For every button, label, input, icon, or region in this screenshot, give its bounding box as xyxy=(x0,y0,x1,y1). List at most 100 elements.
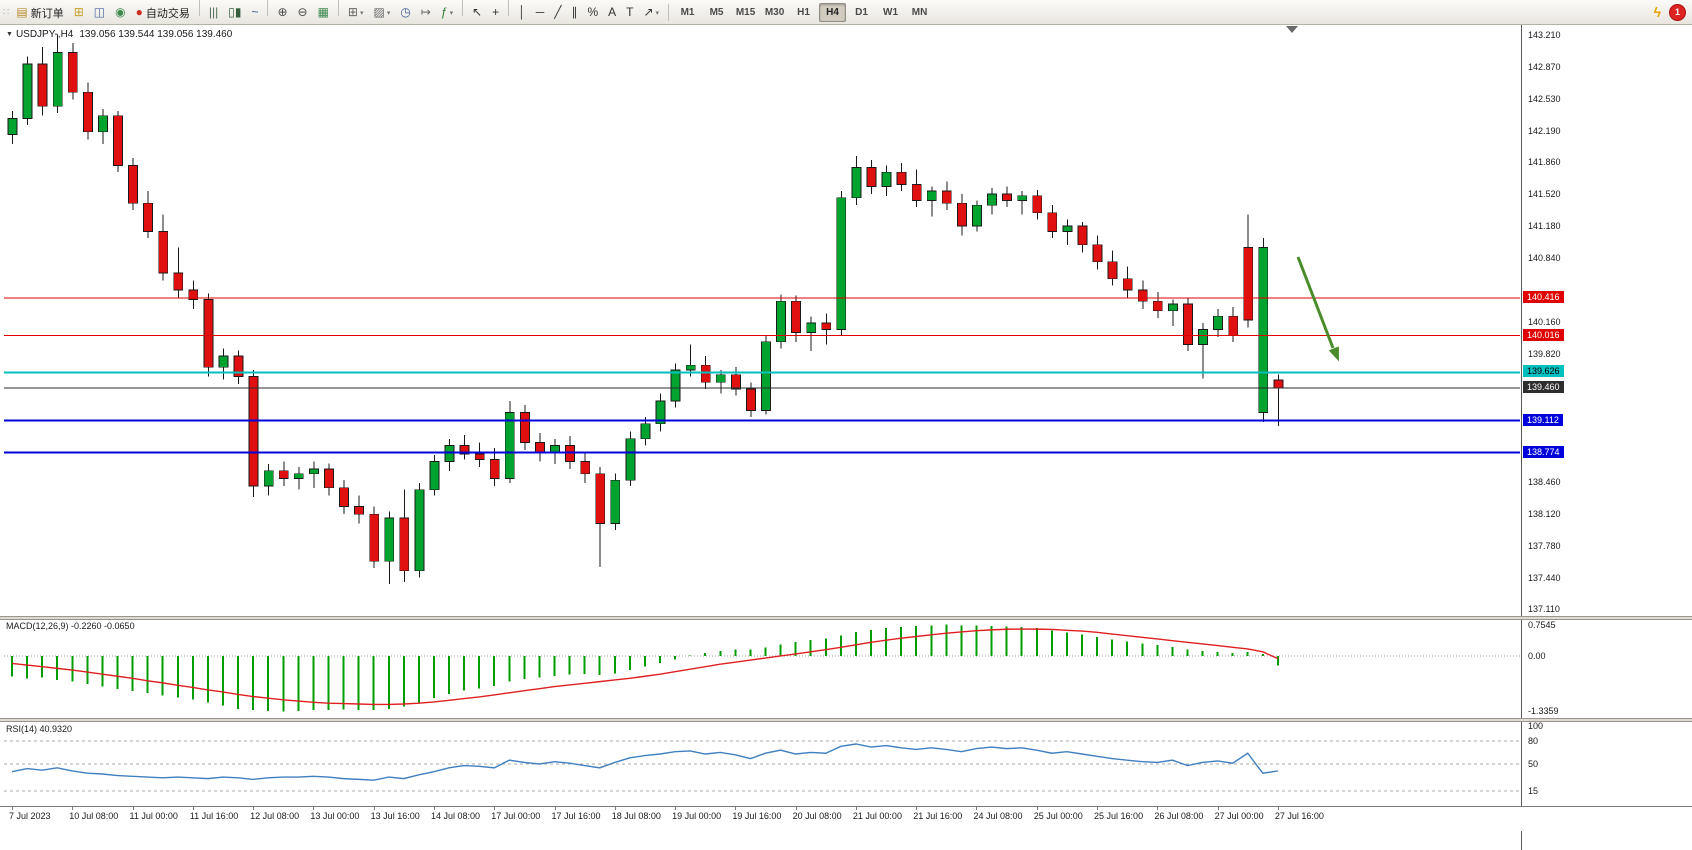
time-axis-label: 13 Jul 00:00 xyxy=(310,811,360,821)
marketwatch-button[interactable]: ⊞ xyxy=(70,2,88,23)
new-chart-button[interactable]: ⊞ ▾ xyxy=(344,2,368,23)
channel-button[interactable]: ∥ xyxy=(567,2,581,23)
timeframe-m30-button[interactable]: M30 xyxy=(764,6,785,18)
bear-candle xyxy=(37,63,48,107)
bear-candle xyxy=(399,517,410,572)
timeframe-w1-button[interactable]: W1 xyxy=(883,6,899,18)
timeframe-h1-button[interactable]: H1 xyxy=(797,6,810,18)
data-window-button[interactable]: ◫ xyxy=(90,2,109,23)
line-chart-icon: ~ xyxy=(251,5,259,20)
profiles-button[interactable]: ▨ ▾ xyxy=(370,2,395,23)
price-axis[interactable]: 143.210 142.870 142.530 142.190 141.860 141.5… xyxy=(1521,24,1692,850)
time-axis-tick xyxy=(735,807,737,810)
crosshair-button[interactable]: + xyxy=(488,2,503,23)
lightning-icon[interactable]: ϟ xyxy=(1653,4,1661,20)
time-axis-tick xyxy=(494,807,496,810)
chart-shift-marker-icon[interactable] xyxy=(1286,26,1298,33)
macd-indicator-label: MACD(12,26,9) -0.2260 -0.0650 xyxy=(6,621,135,631)
timeframe-d1-button[interactable]: D1 xyxy=(855,6,868,18)
bull-candle xyxy=(610,479,621,524)
timeframe-mn-button[interactable]: MN xyxy=(911,6,928,18)
auto-scroll-button[interactable]: ◷ xyxy=(396,2,414,23)
rsi-line xyxy=(11,743,1278,781)
profiles-dropdown-icon[interactable]: ▾ xyxy=(386,9,391,17)
label-button[interactable]: T xyxy=(622,2,637,23)
time-axis-tick xyxy=(675,807,677,810)
bar-chart-button[interactable]: ||| xyxy=(205,2,222,23)
bull-candle xyxy=(625,438,636,481)
chart-window[interactable]: ▼ USDJPY-,H4 139.056 139.544 139.056 139.4… xyxy=(0,24,1692,850)
bull-candle xyxy=(263,470,274,487)
bull-candle xyxy=(1198,329,1208,346)
cursor-button[interactable]: ↖ xyxy=(468,2,486,23)
bear-candle xyxy=(1002,193,1013,201)
trendline-button[interactable]: ╱ xyxy=(550,2,565,23)
tile-windows-button[interactable]: ▦ xyxy=(314,2,333,23)
trend-arrow-annotation[interactable] xyxy=(1296,256,1339,362)
zoom-out-button[interactable]: ⊖ xyxy=(294,2,312,23)
timeframe-m15-button[interactable]: M15 xyxy=(735,6,756,18)
vertical-line-button[interactable]: │ xyxy=(514,2,530,23)
navigator-button[interactable]: ◉ xyxy=(111,2,129,23)
timeframe-m5-button[interactable]: M5 xyxy=(709,6,724,18)
bear-candle xyxy=(474,453,485,460)
chart-collapse-icon[interactable]: ▼ xyxy=(6,31,13,38)
arrows-button[interactable]: ↗ ▾ xyxy=(639,2,663,23)
new-chart-dropdown-icon[interactable]: ▾ xyxy=(359,9,364,17)
chart-canvas[interactable] xyxy=(0,24,1692,850)
panel-separator-macd[interactable] xyxy=(0,616,1692,620)
toolbar-separator xyxy=(508,0,510,17)
bull-candle xyxy=(972,204,982,227)
notification-badge[interactable]: 1 xyxy=(1669,3,1686,21)
fibonacci-button[interactable]: % xyxy=(583,2,602,23)
indicators-dropdown-icon[interactable]: ▾ xyxy=(449,9,454,17)
price-axis-label: 137.110 xyxy=(1528,604,1560,615)
time-axis-tick xyxy=(12,807,13,810)
time-axis-tick xyxy=(72,807,74,810)
timeframe-m1-button[interactable]: M1 xyxy=(680,6,695,18)
chart-shift-button[interactable]: ↦ xyxy=(417,2,435,23)
time-axis-tick xyxy=(313,807,315,810)
macd-axis-label: 0.00 xyxy=(1528,650,1546,661)
zoom-in-button[interactable]: ⊕ xyxy=(273,2,291,23)
panel-separator-rsi[interactable] xyxy=(0,718,1692,722)
time-axis-label: 26 Jul 08:00 xyxy=(1154,811,1204,821)
time-axis-label: 25 Jul 16:00 xyxy=(1094,811,1144,821)
text-button[interactable]: A xyxy=(604,2,620,23)
auto-trading-button[interactable]: ● 自动交易 xyxy=(132,2,194,23)
time-axis-label: 13 Jul 16:00 xyxy=(370,811,420,821)
macd-axis-label: -1.3359 xyxy=(1528,706,1559,717)
indicators-button[interactable]: ƒ ▾ xyxy=(437,2,457,23)
bear-candle xyxy=(339,487,349,508)
toolbar-separator xyxy=(198,0,200,17)
line-chart-button[interactable]: ~ xyxy=(247,2,262,23)
indicators-icon: ƒ xyxy=(440,5,448,20)
price-tag-138.774: 138.774 xyxy=(1523,445,1564,458)
toolbar-button-groups: ▤ 新订单 ⊞ ◫ ◉ ● 自动交易 ||| ▯▮ ~ ⊕ ⊖ ▦ ⊞ ▾ ▨ ▾ ◷ ↦ ƒ ▾ ↖ + │ ─ ╱ ∥% A T ↗ ▾ xyxy=(11,0,664,25)
time-axis[interactable]: 7 Jul 2023 10 Jul 08:00 11 Jul 00:00 11 Jul… xyxy=(0,806,1692,831)
price-axis-label: 140.160 xyxy=(1528,317,1561,327)
toolbar-separator xyxy=(337,0,339,17)
toolbar-group: ▤ 新订单 ⊞ ◫ ◉ ● 自动交易 xyxy=(11,1,194,25)
new-order-button[interactable]: ▤ 新订单 xyxy=(12,2,67,23)
time-axis-label: 17 Jul 16:00 xyxy=(551,811,601,821)
bear-candle xyxy=(896,171,907,185)
horizontal-line-button[interactable]: ─ xyxy=(532,2,549,23)
toolbar-group: ||| ▯▮ ~ xyxy=(204,1,264,25)
time-axis-tick xyxy=(253,807,255,810)
bear-candle xyxy=(188,289,199,300)
price-tag-139.112: 139.112 xyxy=(1523,413,1563,426)
rsi-indicator-label: RSI(14) 40.9320 xyxy=(6,724,73,734)
time-axis-label: 21 Jul 00:00 xyxy=(852,811,902,821)
arrows-dropdown-icon[interactable]: ▾ xyxy=(655,9,660,17)
timeframe-h4-button[interactable]: H4 xyxy=(819,2,847,22)
bull-candle xyxy=(715,374,726,383)
bull-candle xyxy=(384,517,395,562)
toolbar-separator xyxy=(267,0,269,17)
bear-candle xyxy=(821,322,832,330)
time-axis-label: 19 Jul 00:00 xyxy=(672,811,722,821)
time-axis-tick xyxy=(614,807,616,810)
bear-candle xyxy=(1047,212,1058,232)
price-axis-label: 142.530 xyxy=(1528,93,1561,104)
candlestick-chart-button[interactable]: ▯▮ xyxy=(224,2,245,23)
